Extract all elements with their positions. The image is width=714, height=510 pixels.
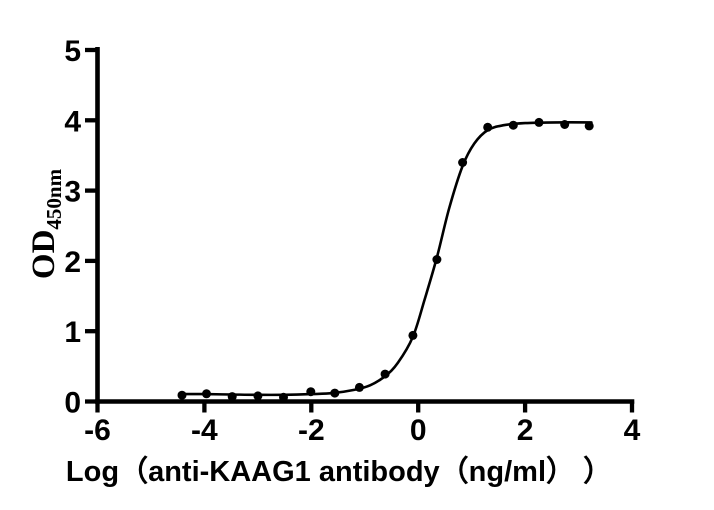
y-axis-title-subscript: 450nm	[42, 168, 66, 229]
x-tick-label: -2	[298, 414, 325, 447]
data-point	[584, 121, 594, 131]
fit-curve-layer	[179, 121, 593, 397]
x-tick-label: -6	[84, 414, 111, 447]
data-point-layer	[177, 117, 594, 402]
y-tick-label: 4	[64, 105, 81, 138]
y-axis-title: OD450nm	[26, 168, 66, 279]
y-tick-label: 1	[64, 316, 81, 349]
data-point	[306, 387, 316, 397]
axes	[85, 47, 635, 413]
data-point	[202, 389, 211, 399]
data-point	[534, 117, 544, 127]
y-tick-label: 3	[64, 176, 81, 209]
data-point	[227, 392, 237, 402]
y-axis-title-main: OD	[26, 230, 62, 280]
x-tick-label: -4	[191, 414, 218, 447]
data-point	[330, 388, 340, 398]
data-point	[432, 255, 442, 264]
data-point	[354, 382, 364, 392]
data-point	[483, 122, 493, 132]
data-point	[177, 390, 187, 400]
data-point	[380, 369, 390, 379]
data-point	[508, 120, 518, 130]
data-point	[458, 158, 468, 167]
y-tick-label: 2	[64, 246, 81, 279]
x-axis-title: Log（anti-KAAG1 antibody（ng/ml） ）	[66, 455, 612, 488]
tick-labels: -6 -4 -2 0 2 4 0 1 2 3 4 5	[64, 35, 640, 447]
x-tick-label: 4	[624, 414, 641, 447]
x-tick-label: 2	[517, 414, 534, 447]
data-point	[253, 391, 263, 401]
x-tick-label: 0	[410, 414, 427, 447]
data-point	[279, 392, 288, 402]
y-tick-label: 5	[64, 35, 81, 68]
data-point	[560, 120, 570, 129]
y-tick-label: 0	[64, 387, 81, 420]
data-point	[408, 330, 418, 340]
fit-curve	[179, 121, 593, 397]
